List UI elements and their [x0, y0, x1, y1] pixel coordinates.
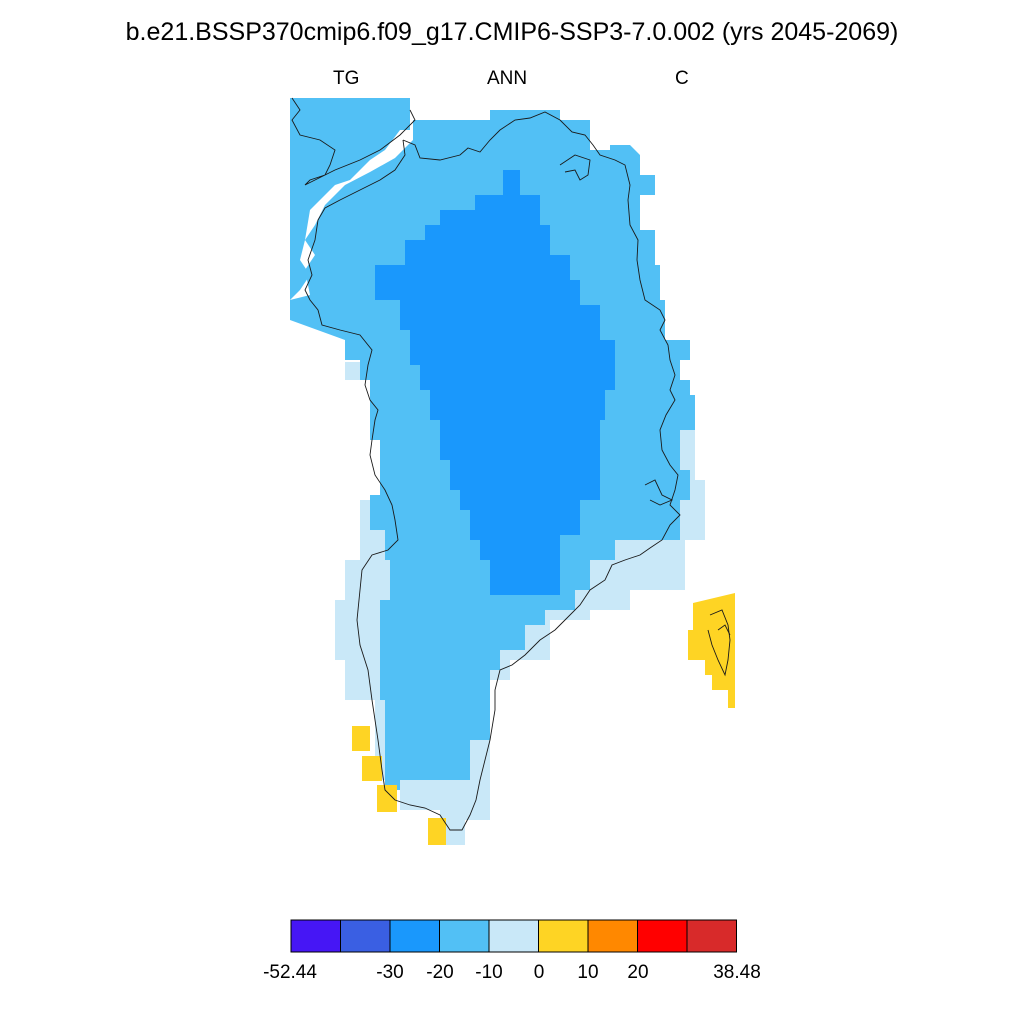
colorbar-label: 10: [577, 962, 599, 983]
map-region-0-to-10: [352, 593, 735, 845]
season-label: ANN: [487, 68, 528, 89]
map-region-below-minus20: [375, 170, 615, 595]
colorbar-label: -52.44: [263, 962, 317, 983]
coastline: [291, 97, 731, 831]
plot-title: b.e21.BSSP370cmip6.f09_g17.CMIP6-SSP3-7.…: [125, 18, 899, 46]
colorbar-label: 38.48: [713, 962, 761, 983]
colorbar-label: -20: [426, 962, 454, 983]
colorbar-label: -30: [376, 962, 404, 983]
colorbar-label: -10: [475, 962, 503, 983]
variable-label: TG: [333, 68, 360, 89]
colorbar-label: 0: [533, 962, 545, 983]
colorbar-label: 20: [627, 962, 649, 983]
units-label: C: [675, 68, 689, 89]
